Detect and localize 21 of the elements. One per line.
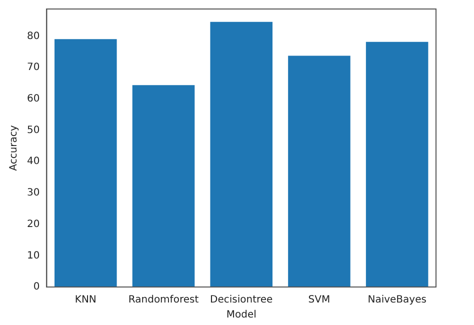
- x-tick-label: Decisiontree: [210, 294, 273, 306]
- bar: [210, 22, 273, 287]
- y-tick-label: 60: [26, 94, 40, 105]
- y-tick-label: 70: [26, 62, 40, 74]
- bar: [288, 56, 350, 287]
- bar: [132, 85, 195, 287]
- x-tick-label: KNN: [74, 294, 96, 306]
- y-tick-label: 40: [26, 156, 40, 168]
- y-axis-title: Accuracy: [8, 125, 20, 171]
- y-tick-label: 0: [33, 282, 40, 293]
- x-tick-label: NaiveBayes: [368, 294, 426, 306]
- bar: [366, 42, 428, 287]
- y-tick-label: 20: [26, 218, 40, 230]
- x-axis-title: Model: [226, 310, 256, 321]
- y-tick-label: 50: [26, 124, 40, 136]
- bar: [54, 39, 117, 287]
- x-tick-label: SVM: [308, 294, 330, 306]
- y-tick-label: 10: [26, 250, 40, 262]
- y-tick-label: 30: [26, 188, 40, 199]
- x-tick-label: Randomforest: [128, 294, 199, 306]
- y-tick-label: 80: [26, 30, 40, 42]
